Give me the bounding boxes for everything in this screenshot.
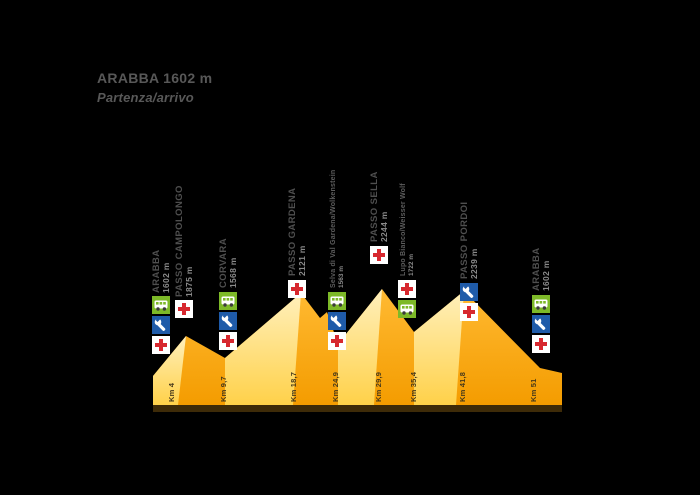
waypoint-elevation: 1602 m [540,260,551,291]
page-subtitle: Partenza/arrivo [97,90,194,105]
km-marker: Km 9,7 [219,376,228,402]
wrench-icon [328,312,346,330]
waypoint-label-arabba: ARABBA 1602 m [150,249,171,293]
bus-icon [219,292,237,310]
red-cross-icon [532,335,550,353]
waypoint-label-passo-campolongo: PASSO CAMPOLONGO 1875 m [173,185,194,297]
page-title: ARABBA 1602 m [97,70,213,86]
km-marker: Km 51 [529,378,538,402]
waypoint-elevation: 2239 m [468,248,479,279]
red-cross-icon [152,336,170,354]
red-cross-icon [219,332,237,350]
service-icon-stack [288,280,306,298]
waypoint-name: PASSO CAMPOLONGO [173,185,185,297]
wrench-icon [152,316,170,334]
waypoint-name: ARABBA [150,249,162,293]
waypoint-label-lupo-bianco-weisser-wolf: Lupo Bianco/Weisser Wolf 1722 m [400,183,415,276]
red-cross-icon [175,300,193,318]
km-marker: Km 41,8 [458,371,467,402]
waypoint-name: PASSO SELLA [368,171,380,242]
red-cross-icon [370,246,388,264]
bus-icon [532,295,550,313]
km-marker: Km 35,4 [409,371,418,402]
profile-base-strip [153,405,562,412]
wrench-icon [532,315,550,333]
wrench-icon [460,283,478,301]
title-block: ARABBA 1602 m Partenza/arrivo [97,70,212,105]
wrench-icon [219,312,237,330]
waypoint-name: PASSO GARDENA [286,187,298,276]
km-marker: Km 18,7 [289,371,298,402]
mountain-lit-face [153,336,186,405]
waypoint-elevation: 1875 m [183,266,194,297]
service-icon-stack [370,246,388,264]
service-icon-stack [219,292,237,350]
mountain-lit-face [414,291,464,405]
waypoint-label-arabba: ARABBA 1602 m [530,247,551,291]
service-icon-stack [398,280,416,318]
red-cross-icon [328,332,346,350]
mountain-lit-face [225,293,301,405]
mountain-lit-face [338,289,382,405]
waypoint-name: CORVARA [217,238,229,288]
red-cross-icon [398,280,416,298]
red-cross-icon [460,303,478,321]
service-icon-stack [152,296,170,354]
km-marker: Km 4 [167,382,176,402]
waypoint-elevation: 1722 m [407,253,415,276]
waypoint-elevation: 2244 m [378,211,389,242]
service-icon-stack [532,295,550,353]
bus-icon [328,292,346,310]
waypoint-label-passo-sella: PASSO SELLA 2244 m [368,171,389,242]
service-icon-stack [460,283,478,321]
waypoint-elevation: 1563 m [337,265,345,288]
bus-icon [152,296,170,314]
waypoint-name: Lupo Bianco/Weisser Wolf [399,183,407,276]
waypoint-elevation: 1602 m [160,262,171,293]
red-cross-icon [288,280,306,298]
service-icon-stack [175,300,193,318]
service-icon-stack [328,292,346,350]
waypoint-name: ARABBA [530,247,542,291]
waypoint-name: PASSO PORDOI [458,201,470,279]
km-marker: Km 29,9 [374,371,383,402]
waypoint-label-selva-di-val-gardena-wolkenstein: Selva di Val Gardena/Wolkenstein 1563 m [330,170,345,288]
waypoint-label-passo-gardena: PASSO GARDENA 2121 m [286,187,307,276]
waypoint-label-corvara: CORVARA 1568 m [217,238,238,288]
waypoint-elevation: 2121 m [296,245,307,276]
waypoint-name: Selva di Val Gardena/Wolkenstein [329,169,337,288]
waypoint-label-passo-pordoi: PASSO PORDOI 2239 m [458,201,479,279]
waypoint-elevation: 1568 m [227,257,238,288]
bus-icon [398,300,416,318]
km-marker: Km 24,9 [331,371,340,402]
